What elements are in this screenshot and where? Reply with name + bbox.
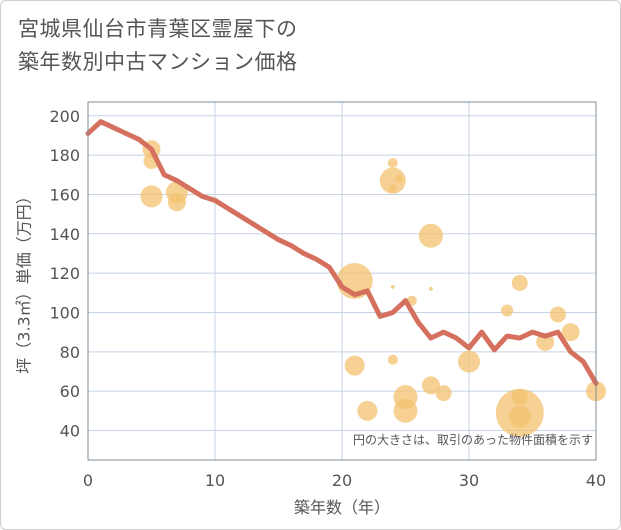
x-tick-label: 30 bbox=[459, 471, 479, 490]
plot-frame bbox=[87, 101, 597, 461]
average-price-line bbox=[85, 119, 599, 386]
y-tick-label: 200 bbox=[49, 107, 80, 126]
y-axis-ticks: 40 60 80 100 120 140 160 180 200 bbox=[49, 107, 80, 441]
data-point bbox=[561, 323, 580, 342]
data-point bbox=[387, 354, 398, 365]
series-line bbox=[85, 119, 599, 386]
data-point bbox=[388, 184, 397, 193]
y-tick-label: 100 bbox=[49, 303, 80, 322]
data-point bbox=[435, 385, 452, 402]
data-point bbox=[511, 274, 528, 291]
x-tick-label: 0 bbox=[83, 471, 93, 490]
data-point bbox=[428, 286, 433, 291]
data-point bbox=[536, 332, 555, 351]
x-axis-title: 築年数（年） bbox=[294, 498, 390, 517]
data-point bbox=[387, 157, 398, 168]
y-axis-title: 坪（3.3㎡）単価（万円） bbox=[15, 188, 34, 373]
y-tick-label: 80 bbox=[60, 343, 80, 362]
x-tick-label: 10 bbox=[205, 471, 225, 490]
data-point bbox=[390, 284, 395, 289]
data-point bbox=[508, 405, 531, 428]
data-point bbox=[418, 223, 443, 248]
data-point bbox=[344, 355, 365, 376]
y-tick-label: 140 bbox=[49, 225, 80, 244]
y-tick-label: 120 bbox=[49, 264, 80, 283]
y-tick-label: 160 bbox=[49, 185, 80, 204]
x-axis-ticks: 0 10 20 30 40 bbox=[83, 471, 606, 490]
data-point bbox=[549, 306, 566, 323]
data-point bbox=[421, 376, 440, 395]
data-point bbox=[393, 398, 418, 423]
data-point bbox=[379, 167, 406, 194]
y-tick-label: 40 bbox=[60, 421, 80, 440]
y-tick-label: 60 bbox=[60, 382, 80, 401]
data-point bbox=[167, 193, 186, 212]
chart-title: 宮城県仙台市青葉区霊屋下の 築年数別中古マンション価格 bbox=[18, 17, 298, 74]
data-point bbox=[357, 400, 378, 421]
data-point bbox=[395, 174, 404, 183]
data-point bbox=[458, 350, 480, 373]
x-tick-label: 20 bbox=[332, 471, 352, 490]
bubble-series bbox=[140, 140, 606, 437]
y-tick-label: 180 bbox=[49, 146, 80, 165]
data-point bbox=[140, 185, 163, 208]
data-point bbox=[501, 304, 514, 317]
x-tick-label: 40 bbox=[586, 471, 606, 490]
bubble-size-note: 円の大きさは、取引のあった物件面積を示す bbox=[353, 432, 593, 447]
